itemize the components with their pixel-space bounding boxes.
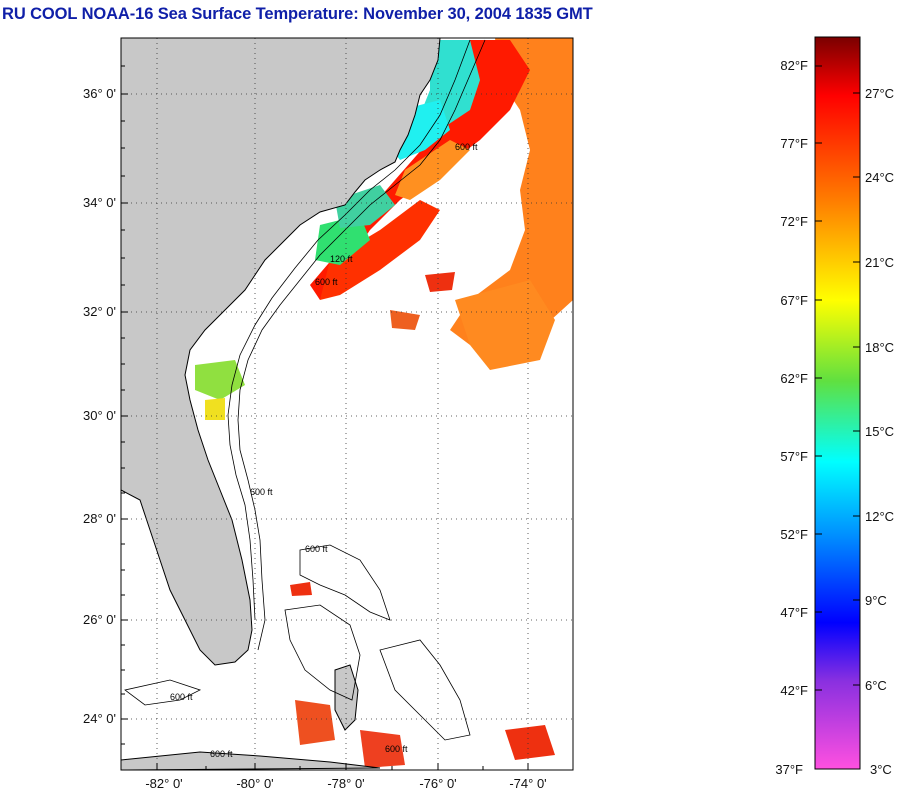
celsius-label: 9°C xyxy=(865,593,887,608)
lon-label: -80° 0' xyxy=(236,776,273,791)
fahrenheit-label: 57°F xyxy=(780,449,808,464)
contour-label: 600 ft xyxy=(455,142,478,152)
longitude-labels: -82° 0' -80° 0' -78° 0' -76° 0' -74° 0' xyxy=(145,776,546,791)
lon-label: -74° 0' xyxy=(509,776,546,791)
latitude-labels: 36° 0' 34° 0' 32° 0' 30° 0' 28° 0' 26° 0… xyxy=(83,86,116,726)
lon-label: -82° 0' xyxy=(145,776,182,791)
celsius-label: 12°C xyxy=(865,509,894,524)
sst-data-layer xyxy=(195,38,573,768)
contour-label: 600 ft xyxy=(170,692,193,702)
contour-label: 600 ft xyxy=(210,749,233,759)
celsius-label: 18°C xyxy=(865,340,894,355)
contour-label: 600 ft xyxy=(315,277,338,287)
lat-label: 28° 0' xyxy=(83,511,116,526)
colorbar xyxy=(814,36,861,770)
fahrenheit-label: 77°F xyxy=(780,136,808,151)
lat-label: 26° 0' xyxy=(83,612,116,627)
fahrenheit-label: 72°F xyxy=(780,214,808,229)
plot-frame xyxy=(120,37,574,771)
colorbar-celsius-labels: 27°C 24°C 21°C 18°C 15°C 12°C 9°C 6°C 3°… xyxy=(865,86,894,777)
lat-label: 34° 0' xyxy=(83,195,116,210)
lat-label: 30° 0' xyxy=(83,408,116,423)
fahrenheit-label: 52°F xyxy=(780,527,808,542)
fahrenheit-label: 67°F xyxy=(780,293,808,308)
colorbar-ticks xyxy=(815,65,860,691)
celsius-label: 24°C xyxy=(865,170,894,185)
colorbar-fahrenheit-labels: 82°F 77°F 72°F 67°F 62°F 57°F 52°F 47°F … xyxy=(775,58,808,777)
lon-label: -78° 0' xyxy=(327,776,364,791)
celsius-label: 3°C xyxy=(870,762,892,777)
fahrenheit-label: 42°F xyxy=(780,683,808,698)
lat-label: 36° 0' xyxy=(83,86,116,101)
lon-label: -76° 0' xyxy=(419,776,456,791)
cuba-land xyxy=(121,751,381,770)
contour-label: 600 ft xyxy=(385,744,408,754)
celsius-label: 27°C xyxy=(865,86,894,101)
map-grid xyxy=(121,38,573,770)
fahrenheit-label: 62°F xyxy=(780,371,808,386)
celsius-label: 21°C xyxy=(865,255,894,270)
contour-label: 600 ft xyxy=(250,487,273,497)
x-axis-ticks xyxy=(156,763,529,770)
fahrenheit-label: 47°F xyxy=(780,605,808,620)
land-mass xyxy=(121,38,441,666)
contour-labels: 600 ft 120 ft 600 ft 600 ft 600 ft 600 f… xyxy=(170,142,478,759)
fahrenheit-label: 82°F xyxy=(780,58,808,73)
y-axis-ticks xyxy=(121,65,128,745)
bathymetry-contours xyxy=(124,39,486,741)
lat-label: 24° 0' xyxy=(83,711,116,726)
contour-label: 600 ft xyxy=(305,544,328,554)
map-title: RU COOL NOAA-16 Sea Surface Temperature:… xyxy=(2,5,593,23)
lat-label: 32° 0' xyxy=(83,304,116,319)
contour-label: 120 ft xyxy=(330,254,353,264)
fahrenheit-label: 37°F xyxy=(775,762,803,777)
celsius-label: 15°C xyxy=(865,424,894,439)
celsius-label: 6°C xyxy=(865,678,887,693)
